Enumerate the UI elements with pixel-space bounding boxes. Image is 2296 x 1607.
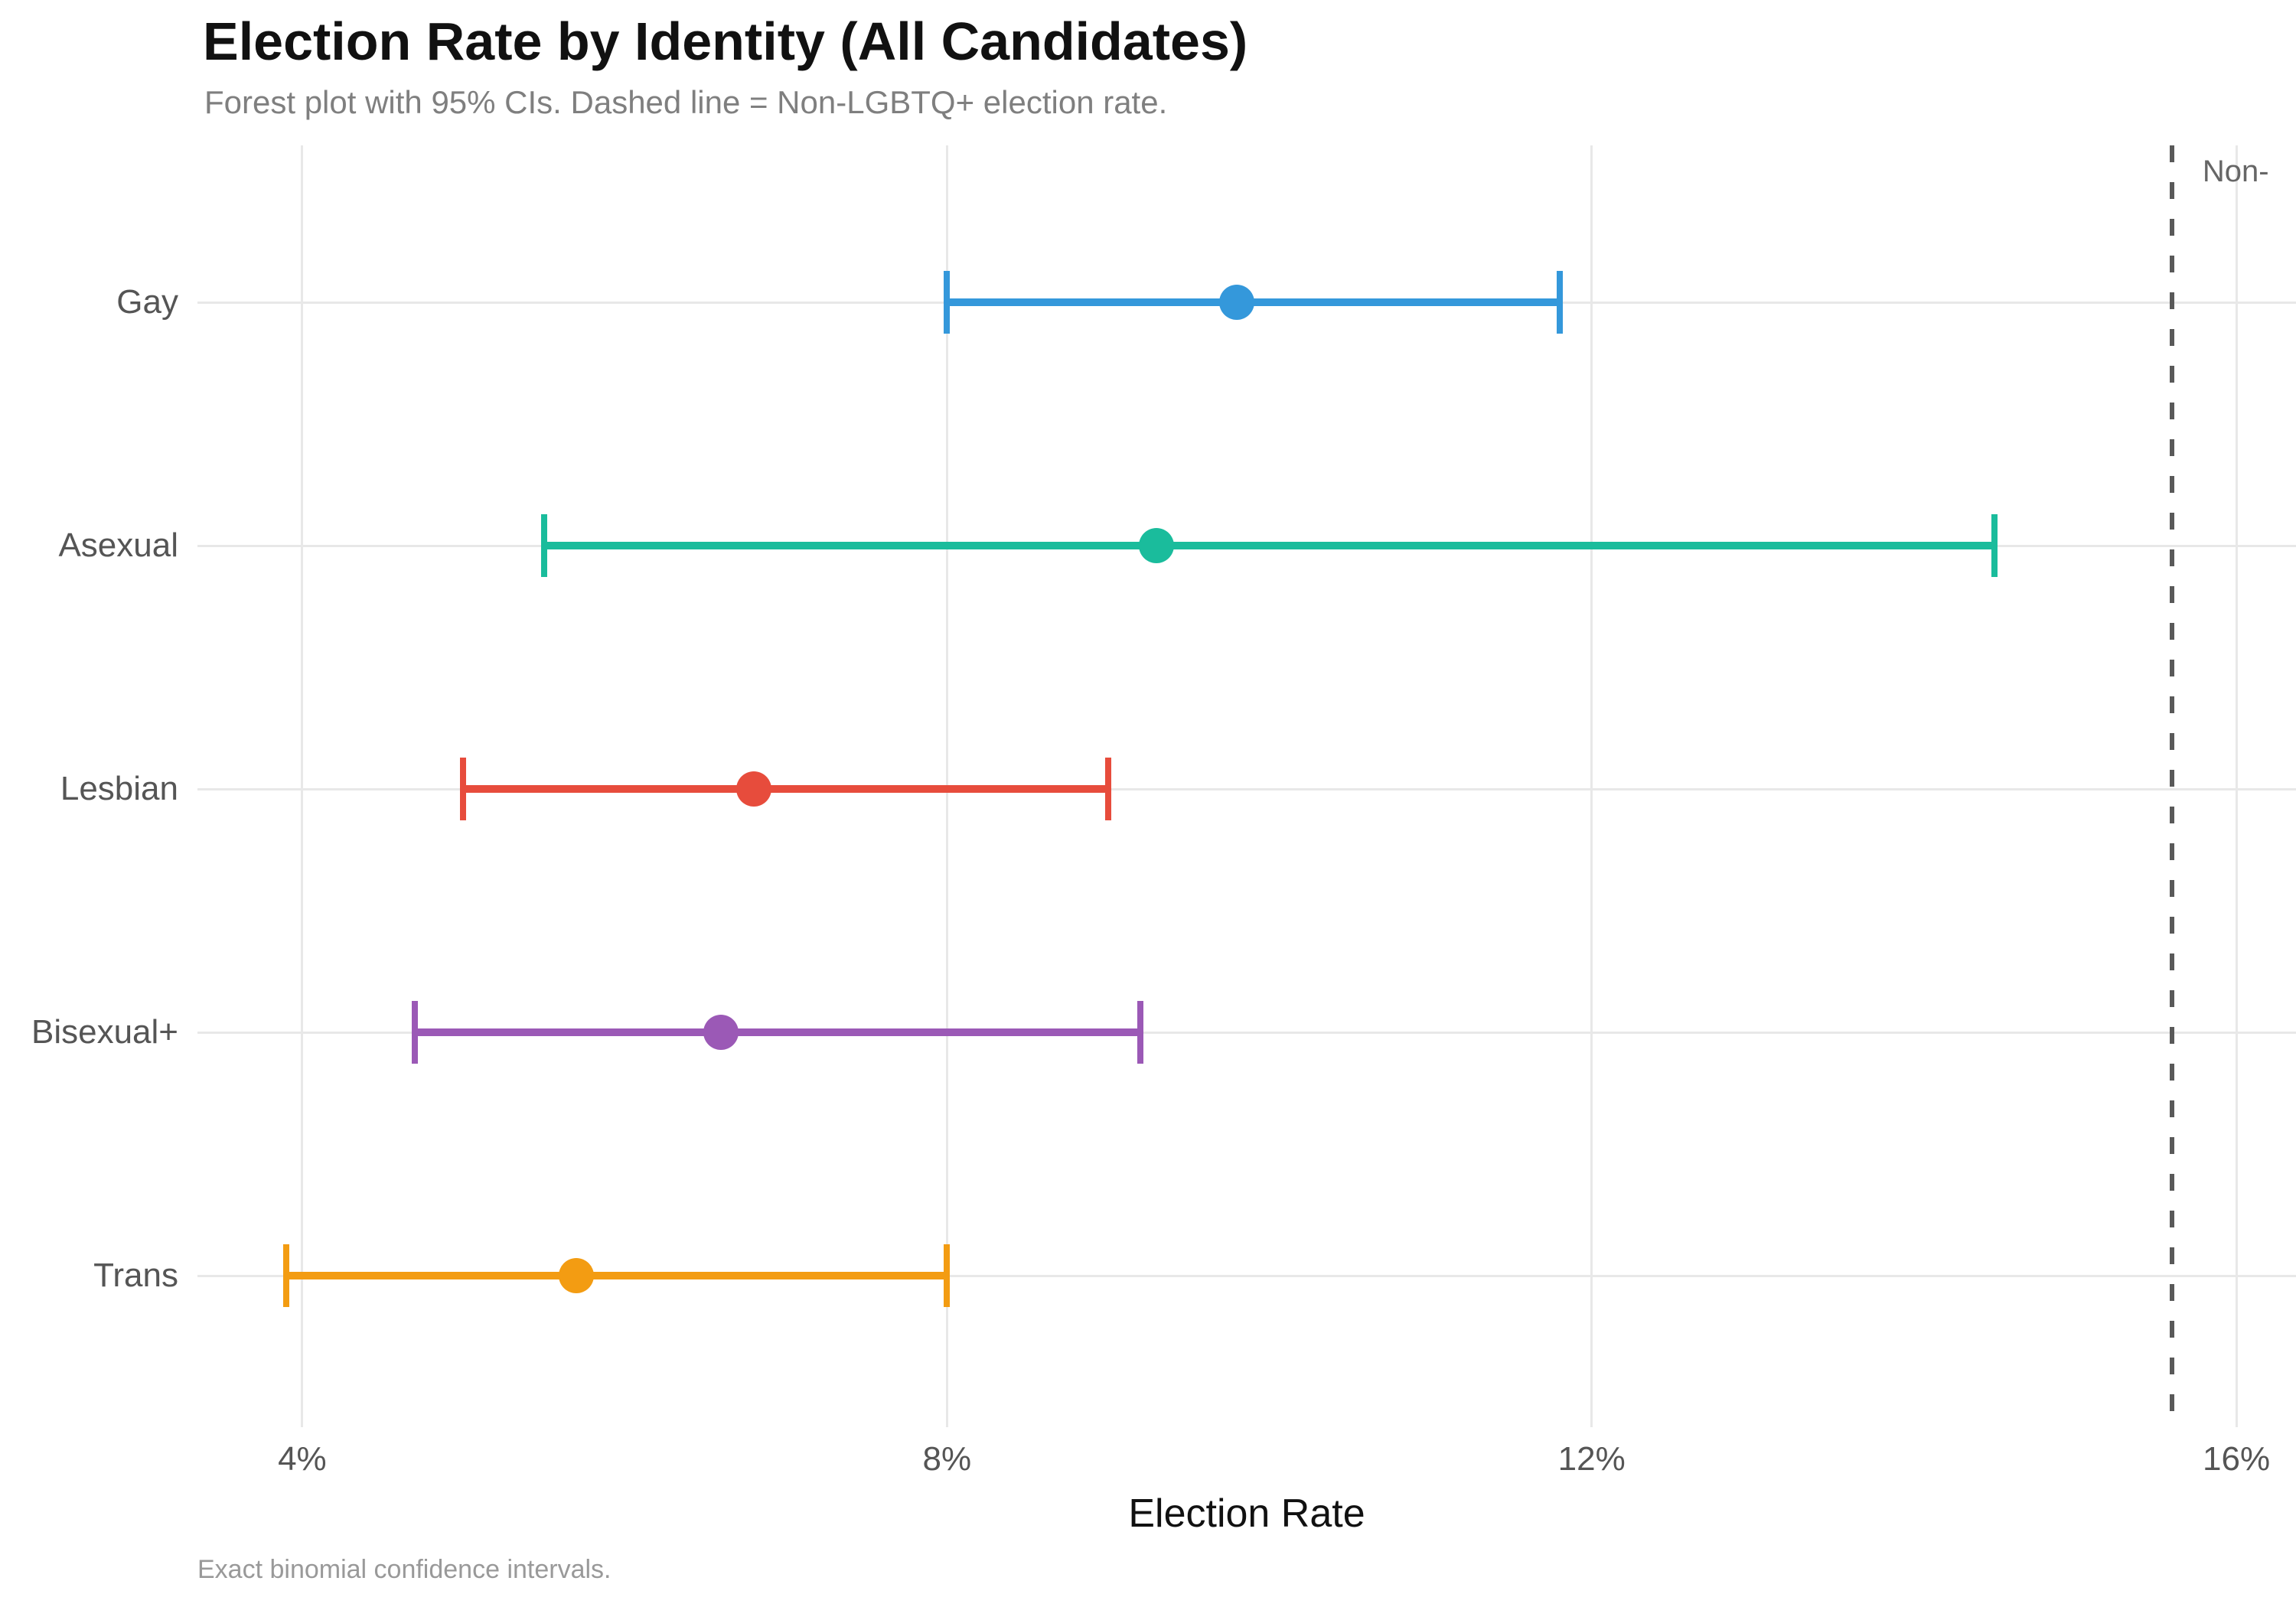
category-label: Bisexual+ xyxy=(31,1013,178,1051)
ci-cap-high xyxy=(1991,514,1998,577)
reference-line xyxy=(2169,145,2174,1427)
ci-cap-high xyxy=(1556,271,1563,334)
plot-panel xyxy=(197,145,2296,1427)
x-tick-label: 16% xyxy=(2203,1440,2271,1478)
ci-cap-high xyxy=(1137,1001,1143,1064)
x-gridline xyxy=(301,145,304,1427)
category-label: Gay xyxy=(116,283,178,321)
x-gridline xyxy=(2235,145,2238,1427)
y-gridline xyxy=(197,787,2296,790)
point-estimate-dot xyxy=(558,1258,594,1293)
category-label: Lesbian xyxy=(60,770,178,807)
category-label: Asexual xyxy=(58,526,178,564)
ci-cap-high xyxy=(1104,758,1111,820)
point-estimate-dot xyxy=(735,771,771,807)
ci-cap-low xyxy=(412,1001,419,1064)
point-estimate-dot xyxy=(703,1015,739,1050)
ci-cap-high xyxy=(944,1244,951,1307)
ci-interval-bar xyxy=(543,542,1995,549)
reference-line-label: Non- xyxy=(2202,155,2269,188)
ci-interval-bar xyxy=(463,785,1108,793)
x-tick-label: 12% xyxy=(1557,1440,1626,1478)
category-label: Trans xyxy=(93,1257,178,1294)
point-estimate-dot xyxy=(1139,528,1175,563)
ci-cap-low xyxy=(282,1244,289,1307)
point-estimate-dot xyxy=(1219,285,1255,320)
ci-interval-bar xyxy=(285,1272,947,1279)
ci-cap-low xyxy=(944,271,951,334)
ci-interval-bar xyxy=(415,1028,1140,1036)
y-gridline xyxy=(197,1274,2296,1277)
ci-cap-low xyxy=(540,514,547,577)
chart-caption: Exact binomial confidence intervals. xyxy=(197,1555,612,1584)
x-gridline xyxy=(1590,145,1593,1427)
x-axis-title: Election Rate xyxy=(1128,1491,1365,1536)
ci-cap-low xyxy=(460,758,467,820)
x-tick-label: 8% xyxy=(922,1440,972,1478)
chart-subtitle: Forest plot with 95% CIs. Dashed line = … xyxy=(204,84,1168,120)
y-gridline xyxy=(197,1031,2296,1034)
chart-title: Election Rate by Identity (All Candidate… xyxy=(203,11,1248,71)
x-tick-label: 4% xyxy=(278,1440,327,1478)
